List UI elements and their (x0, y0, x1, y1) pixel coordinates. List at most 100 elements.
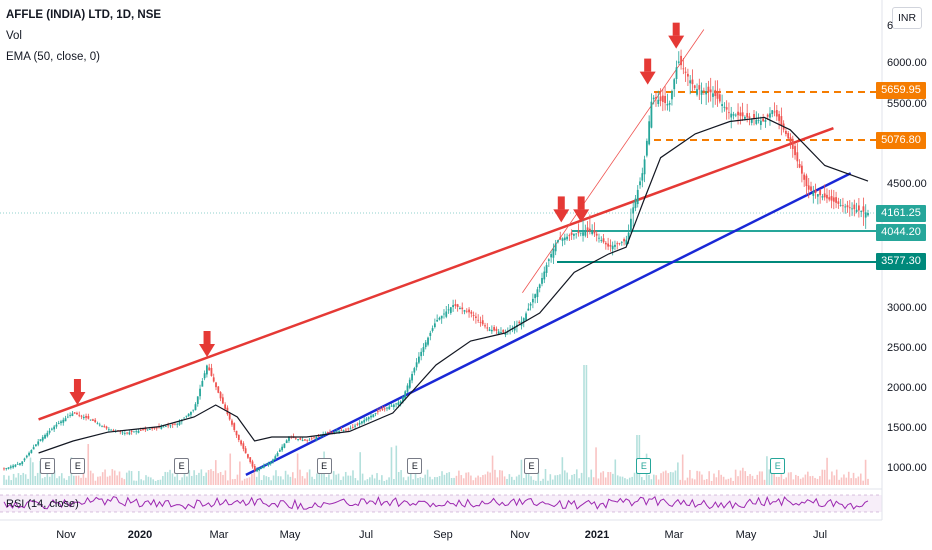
candle-body (848, 207, 851, 209)
volume-bar (15, 477, 17, 485)
candle-body (449, 307, 452, 313)
candle-body (832, 197, 835, 202)
candle-body (518, 321, 521, 324)
price-tag-4161[interactable]: 4161.25 (876, 205, 926, 222)
volume-bar (662, 471, 665, 485)
volume-bar (758, 471, 761, 485)
arrow-marks[interactable] (69, 22, 685, 405)
currency-button[interactable]: INR (892, 7, 922, 29)
rsi-band (0, 495, 882, 512)
trendlines[interactable] (38, 29, 852, 476)
candle-body (164, 426, 167, 428)
candle-body (19, 463, 21, 465)
volume-bar (87, 444, 90, 485)
volume-bar (46, 471, 49, 485)
candle-body (324, 433, 327, 435)
candle-body (611, 245, 614, 250)
candle-body (609, 244, 612, 247)
volume-legend[interactable]: Vol (6, 30, 22, 42)
candle-body (335, 431, 338, 433)
volume-bar (838, 479, 840, 485)
volume-bar (717, 470, 720, 485)
candle-body (561, 238, 564, 241)
candle-body (775, 109, 778, 117)
price-tag-4044[interactable]: 4044.20 (876, 224, 926, 241)
candle-body (374, 412, 377, 414)
price-tag-5659[interactable]: 5659.95 (876, 82, 926, 99)
volume-bar (359, 452, 361, 485)
ema-polyline (38, 116, 869, 454)
candle-body (424, 342, 427, 348)
horizontal-levels[interactable] (0, 91, 876, 263)
volume-bar (749, 474, 751, 485)
price-tag-5076[interactable]: 5076.80 (876, 132, 926, 149)
earnings-icon[interactable]: E (636, 458, 652, 474)
volume-bar (214, 460, 217, 485)
candle-body (155, 427, 158, 429)
volume-bar (819, 476, 821, 485)
volume-bar (186, 476, 188, 485)
candle-body (112, 430, 115, 431)
volume-bar (32, 462, 34, 485)
volume-bar (763, 479, 766, 485)
candle-body (764, 119, 767, 122)
volume-bar (248, 477, 251, 485)
candle-body (408, 379, 411, 388)
volume-bar (253, 471, 256, 485)
volume-bar (559, 474, 561, 485)
rsi-legend[interactable]: RSI (14, close) (6, 498, 79, 510)
arrow-shaft (203, 331, 211, 344)
price-tag-3577[interactable]: 3577.30 (876, 253, 926, 270)
candle-body (853, 204, 856, 210)
volume-bar (739, 470, 742, 485)
volume-bar (5, 479, 8, 485)
earnings-icon[interactable]: E (524, 458, 540, 474)
time-axis-tick: Jul (358, 529, 374, 541)
candle-body (55, 424, 58, 427)
volume-bar (616, 475, 619, 485)
candle-body (297, 439, 299, 440)
volume-bar (859, 473, 862, 485)
candle-body (174, 423, 176, 425)
volume-bar (251, 473, 253, 485)
volume-bar (455, 475, 458, 485)
candle-body (142, 429, 144, 431)
candle-body (739, 112, 742, 116)
volume-bar (419, 477, 422, 485)
volume-bar (352, 470, 354, 485)
arrow-shaft (557, 196, 565, 210)
candle-body (652, 97, 655, 100)
volume-bar (775, 476, 778, 485)
rsi-pane (0, 494, 882, 513)
candle-body (41, 437, 44, 441)
candle-body (354, 425, 356, 427)
candle-body (666, 104, 669, 106)
volume-bar (176, 470, 179, 485)
volume-bar (657, 479, 660, 485)
earnings-icon[interactable]: E (174, 458, 190, 474)
volume-bars (3, 365, 869, 485)
volume-bar (219, 471, 222, 485)
candle-body (780, 116, 783, 126)
earnings-icon[interactable]: E (70, 458, 86, 474)
volume-bar (672, 472, 674, 485)
earnings-icon[interactable]: E (316, 458, 332, 474)
earnings-icon[interactable]: E (407, 458, 423, 474)
symbol-title[interactable]: AFFLE (INDIA) LTD, 1D, NSE (6, 9, 162, 21)
earnings-icon[interactable]: E (40, 458, 56, 474)
volume-bar (527, 472, 530, 485)
candle-body (486, 327, 489, 329)
candle-body (383, 408, 386, 410)
candle-body (399, 401, 402, 404)
earnings-icon[interactable]: E (770, 458, 786, 474)
volume-bar (330, 479, 333, 485)
candle-body (819, 189, 822, 196)
volume-bar (255, 476, 258, 485)
volume-bar (797, 475, 800, 485)
volume-bar (337, 473, 340, 485)
ema-legend[interactable]: EMA (50, close, 0) (6, 51, 100, 63)
time-axis-tick: 2021 (584, 529, 610, 541)
volume-bar (799, 478, 802, 485)
candle-body (306, 439, 309, 441)
